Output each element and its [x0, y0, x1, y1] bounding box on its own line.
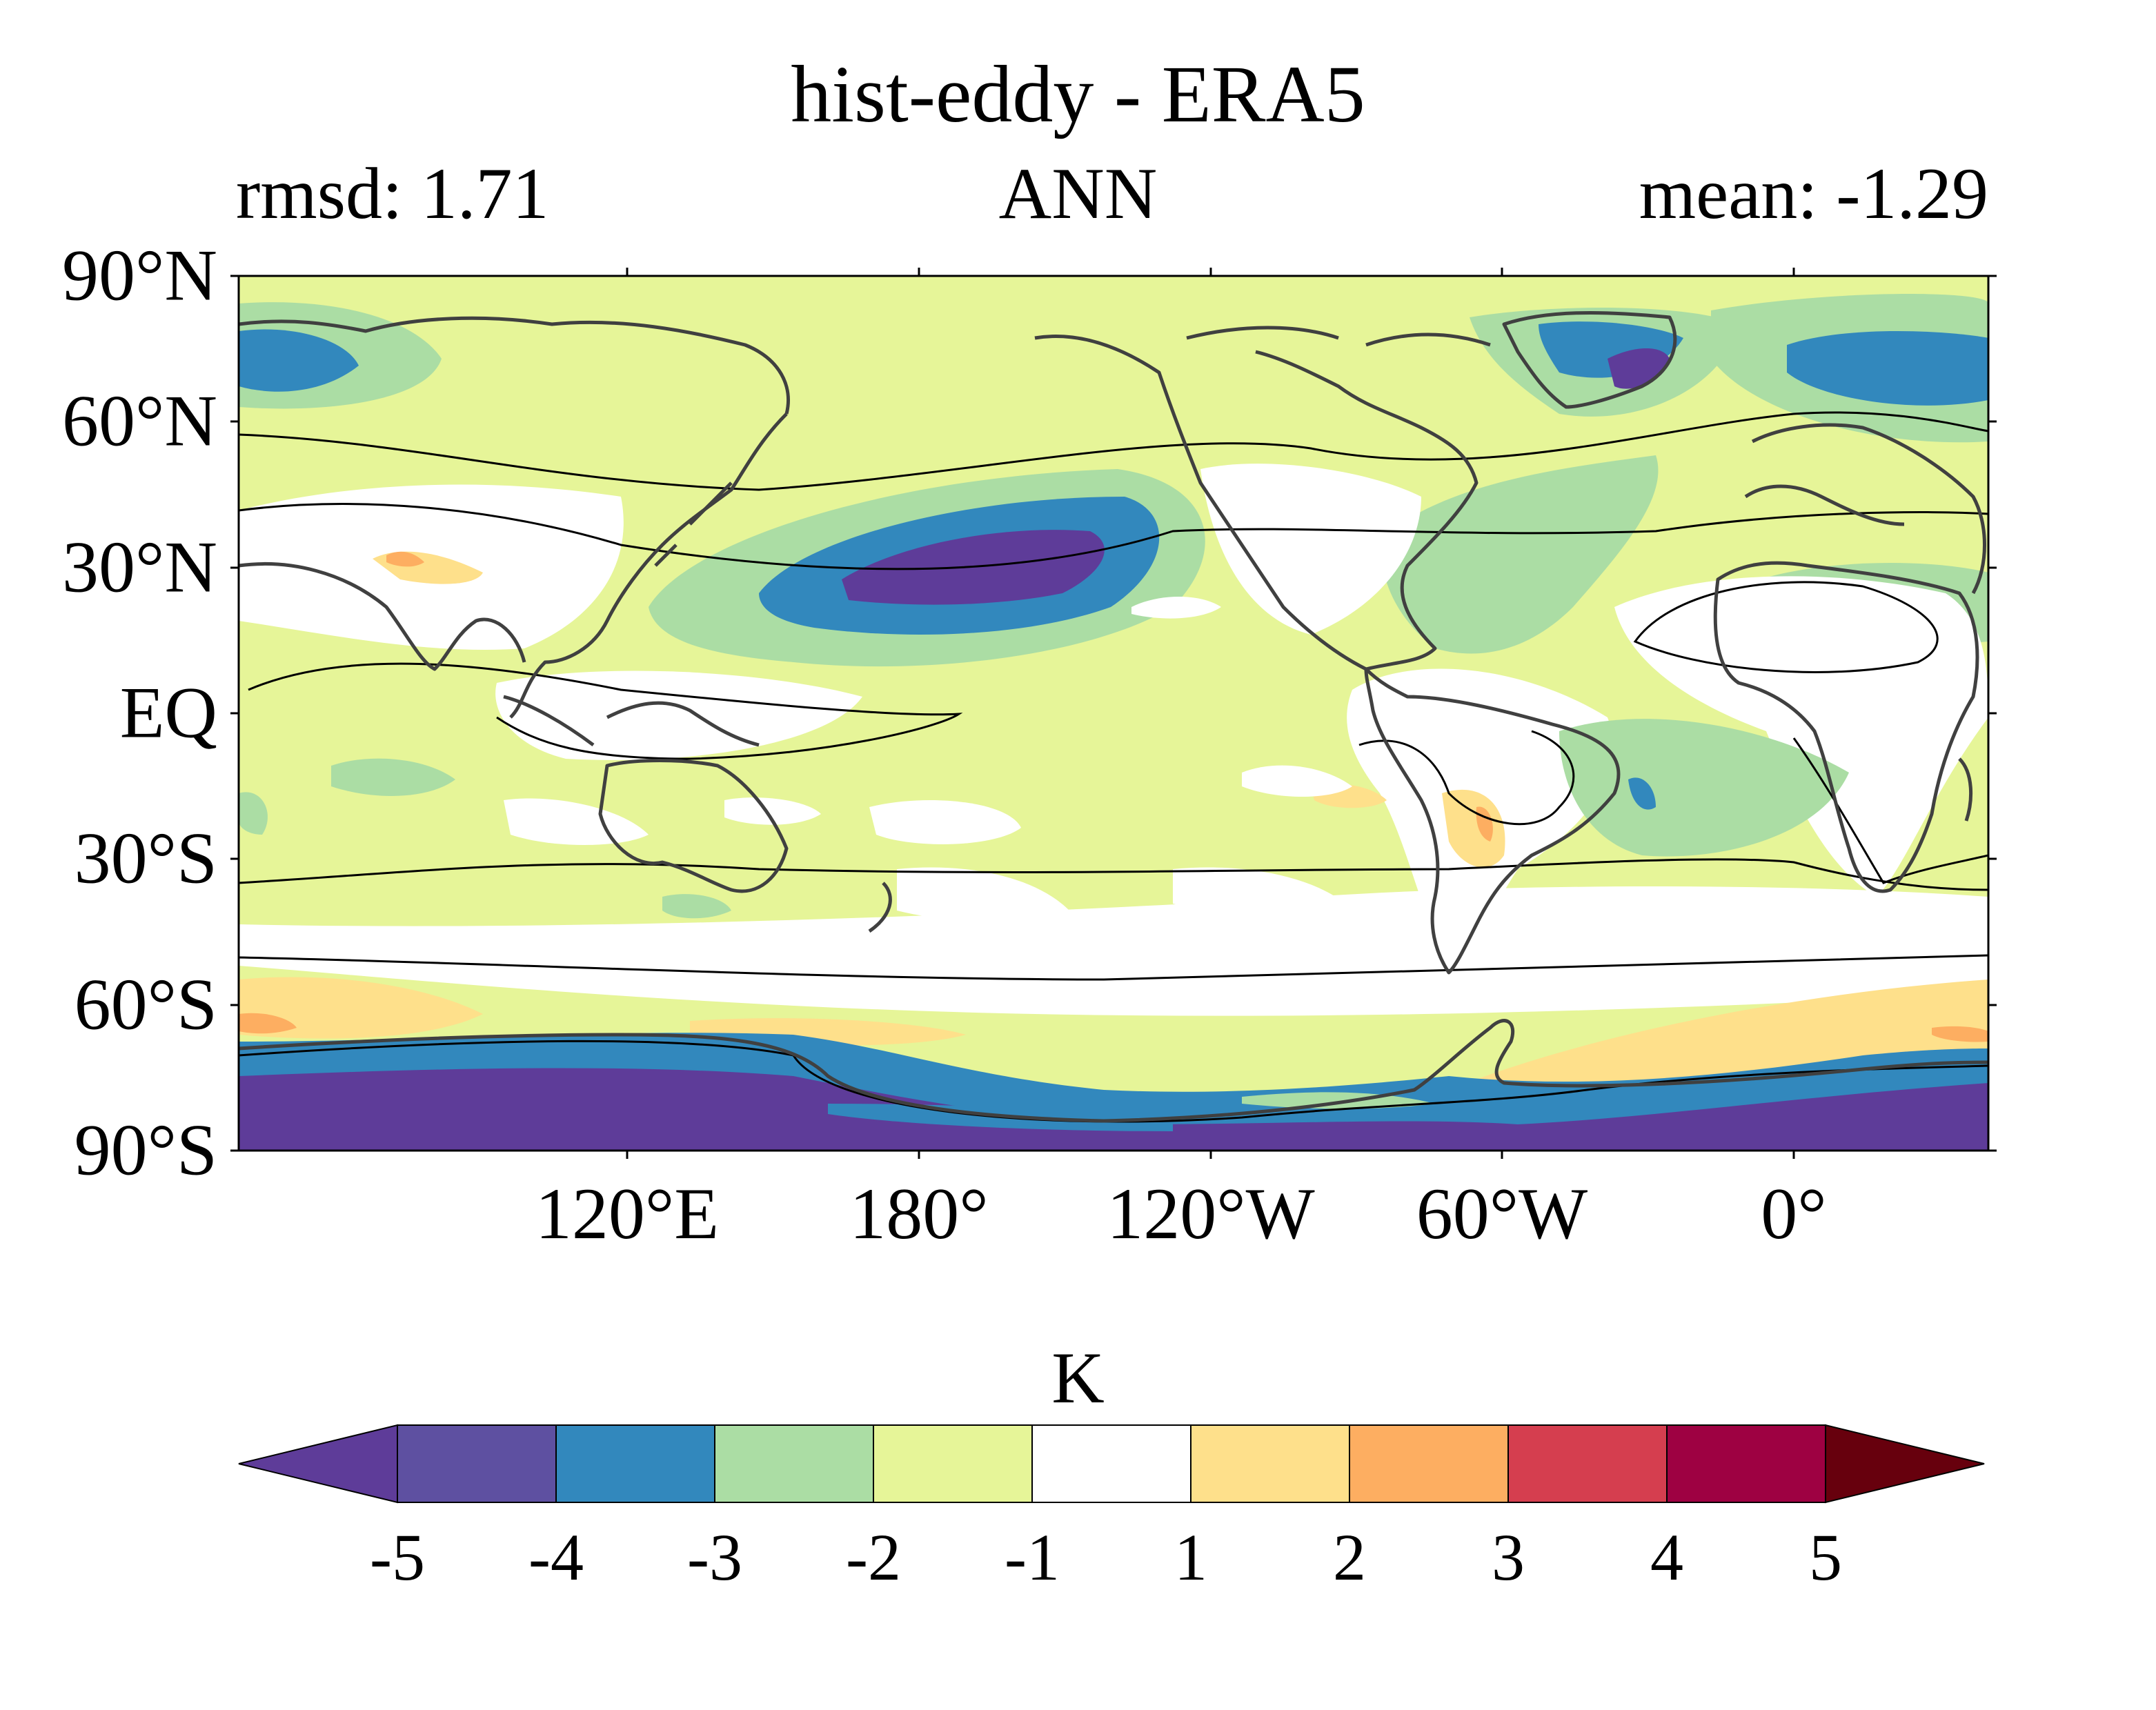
- colorbar-box: [555, 1424, 715, 1503]
- colorbar-extend-high: [1825, 1424, 1985, 1504]
- colorbar-box: [714, 1424, 874, 1503]
- lat-label-90s: 90°S: [75, 1109, 217, 1190]
- lat-label-eq: EQ: [120, 672, 217, 753]
- map-field: [239, 276, 1988, 1151]
- lon-label-120w: 120°W: [1107, 1173, 1314, 1254]
- colorbar: [238, 1424, 1985, 1504]
- colorbar-tick-label: 4: [1650, 1520, 1683, 1594]
- colorbar-tick-label: -4: [528, 1520, 584, 1594]
- lon-label-120e: 120°E: [535, 1173, 719, 1254]
- lat-label-60n: 60°N: [62, 380, 217, 461]
- lon-label-180: 180°: [849, 1173, 988, 1254]
- colorbar-box: [1349, 1424, 1509, 1503]
- colorbar-box: [873, 1424, 1033, 1503]
- contour-lines: [239, 411, 1988, 1123]
- colorbar-unit-label: K: [1051, 1338, 1105, 1418]
- colorbar-box: [1031, 1424, 1191, 1503]
- rmsd-label: rmsd: 1.71: [236, 153, 549, 234]
- colorbar-tick-label: 3: [1492, 1520, 1525, 1594]
- lat-label-60s: 60°S: [75, 964, 217, 1044]
- mean-label: mean: -1.29: [1639, 153, 1988, 234]
- colorbar-extend-low: [238, 1424, 398, 1504]
- colorbar-tick-label: -2: [846, 1520, 901, 1594]
- lon-tick-marks: [626, 268, 1795, 1159]
- lat-label-30s: 30°S: [75, 817, 217, 898]
- colorbar-tick-label: -5: [370, 1520, 425, 1594]
- lat-label-90n: 90°N: [62, 235, 217, 315]
- colorbar-box: [1666, 1424, 1826, 1503]
- colorbar-tick-label: 1: [1174, 1520, 1207, 1594]
- colorbar-tick-label: 2: [1333, 1520, 1366, 1594]
- colorbar-tick-label: -3: [687, 1520, 742, 1594]
- lon-label-60w: 60°W: [1416, 1173, 1588, 1254]
- colorbar-tick-label: -1: [1005, 1520, 1060, 1594]
- plot-title: hist-eddy - ERA5: [791, 49, 1365, 139]
- colorbar-box: [1507, 1424, 1668, 1503]
- coastlines: [239, 310, 1988, 1123]
- lat-tick-marks: [230, 275, 1997, 1152]
- season-label: ANN: [998, 153, 1158, 234]
- colorbar-labels: -5 -4 -3 -2 -1 1 2 3 4 5: [370, 1520, 1842, 1594]
- lon-label-0: 0°: [1761, 1173, 1826, 1254]
- colorbar-box: [397, 1424, 557, 1503]
- colorbar-tick-label: 5: [1809, 1520, 1842, 1594]
- colorbar-box: [1190, 1424, 1350, 1503]
- lat-label-30n: 30°N: [62, 526, 217, 607]
